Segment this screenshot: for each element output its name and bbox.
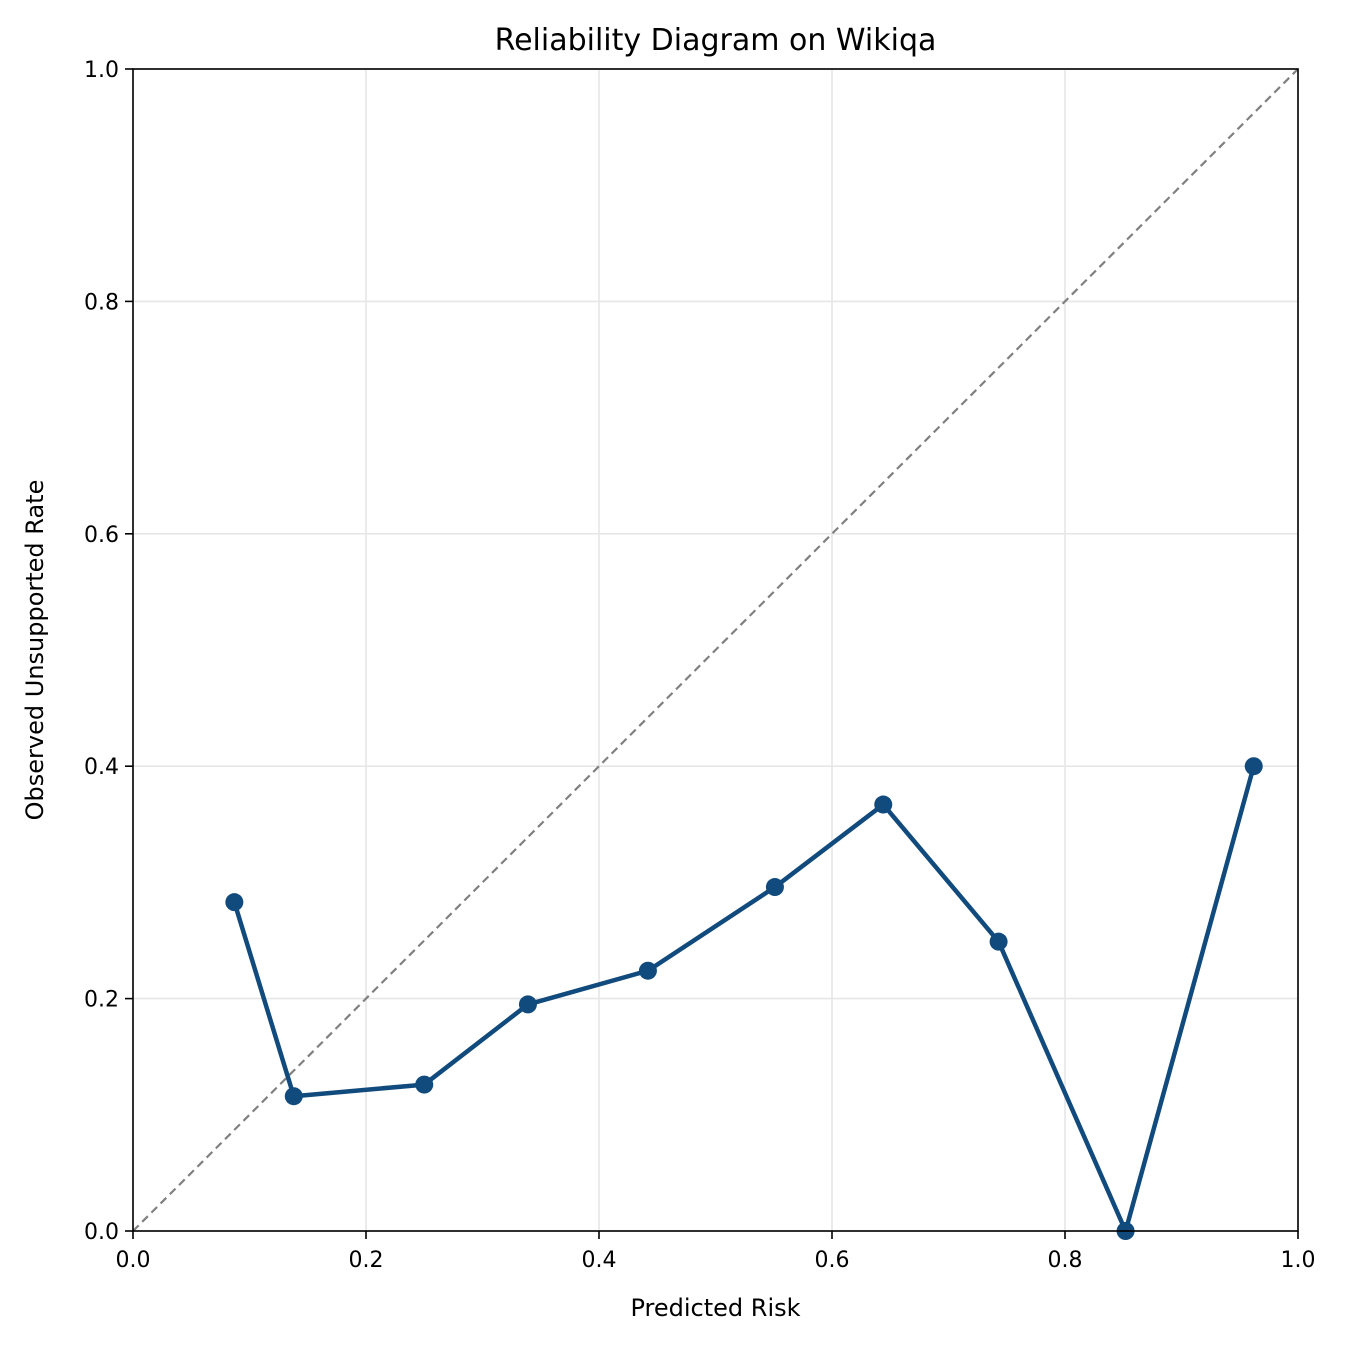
chart-title: Reliability Diagram on Wikiqa xyxy=(495,23,937,58)
y-tick-label: 1.0 xyxy=(84,58,119,83)
data-point xyxy=(284,1087,303,1106)
data-point xyxy=(415,1075,434,1094)
plot-frame xyxy=(132,68,1299,1232)
y-tick-label: 0.4 xyxy=(84,755,119,780)
perfect-calibration-line xyxy=(132,68,1299,1232)
data-point xyxy=(989,932,1008,951)
x-tick-label: 0.0 xyxy=(116,1248,151,1273)
data-point xyxy=(765,878,784,897)
x-tick-label: 0.6 xyxy=(815,1248,850,1273)
y-tick-label: 0.8 xyxy=(84,290,119,315)
x-tick-label: 0.4 xyxy=(582,1248,617,1273)
x-axis-label: Predicted Risk xyxy=(630,1294,800,1322)
x-tick-label: 1.0 xyxy=(1281,1248,1316,1273)
y-tick-label: 0.2 xyxy=(84,988,119,1013)
x-tick-label: 0.8 xyxy=(1048,1248,1083,1273)
y-tick-label: 0.6 xyxy=(84,523,119,548)
data-point xyxy=(518,995,537,1014)
data-point xyxy=(874,795,893,814)
series-line xyxy=(232,763,1256,1234)
data-point xyxy=(1244,757,1263,776)
y-tick-label: 0.0 xyxy=(84,1220,119,1245)
data-point xyxy=(638,961,657,980)
reference-diagonal xyxy=(132,68,1299,1232)
data-point xyxy=(225,893,244,912)
series-layer xyxy=(225,757,1263,1240)
axis-ticks: 0.0 0.2 0.4 0.6 0.8 1.0 0.0 0.2 0.4 0.6 0.8 1.0 xyxy=(84,58,1316,1273)
x-tick-label: 0.2 xyxy=(349,1248,384,1273)
y-axis-label: Observed Unsupported Rate xyxy=(21,480,49,821)
